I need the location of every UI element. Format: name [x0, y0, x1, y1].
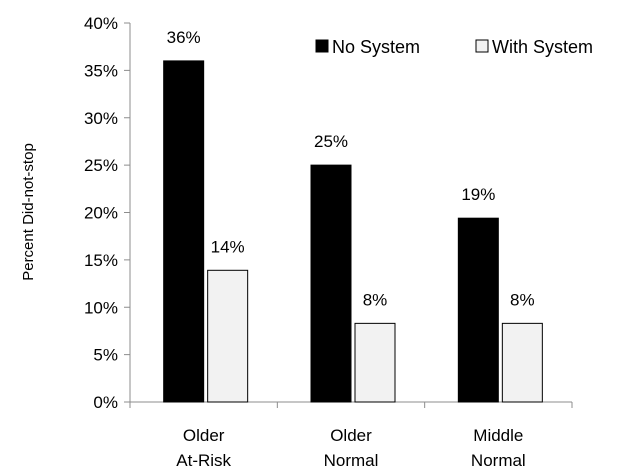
category-label: Normal: [471, 451, 526, 470]
legend-swatch: [315, 39, 329, 53]
data-label: 19%: [461, 185, 495, 204]
bar-with-system: [207, 269, 249, 403]
legend-swatch: [475, 39, 489, 53]
data-label: 8%: [510, 290, 535, 309]
y-tick-label: 30%: [84, 109, 118, 128]
data-label: 36%: [167, 28, 201, 47]
y-tick-label: 40%: [84, 14, 118, 33]
category-label: Older: [183, 426, 225, 445]
data-label: 14%: [211, 237, 245, 256]
y-tick-label: 20%: [84, 204, 118, 223]
category-label: Normal: [324, 451, 379, 470]
category-label: Older: [330, 426, 372, 445]
y-tick-label: 10%: [84, 298, 118, 317]
bar-no-system: [457, 217, 499, 403]
bar-no-system: [163, 60, 205, 403]
y-tick-label: 0%: [93, 393, 118, 412]
y-tick-label: 25%: [84, 156, 118, 175]
y-tick-label: 5%: [93, 346, 118, 365]
y-axis-title: Percent Did-not-stop: [20, 143, 37, 281]
legend-label: With System: [492, 37, 593, 57]
bar-with-system: [354, 322, 396, 403]
category-label: At-Risk: [176, 451, 231, 470]
data-label: 8%: [363, 290, 388, 309]
y-tick-label: 35%: [84, 61, 118, 80]
data-label: 25%: [314, 132, 348, 151]
legend-label: No System: [332, 37, 420, 57]
y-tick-label: 15%: [84, 251, 118, 270]
category-label: Middle: [473, 426, 523, 445]
bar-with-system: [501, 322, 543, 403]
plot-area: 0% 5% 10% 15% 20% 25% 30% 35% 40% Older At-Risk 36%…: [84, 14, 593, 470]
bar-no-system: [310, 164, 352, 403]
